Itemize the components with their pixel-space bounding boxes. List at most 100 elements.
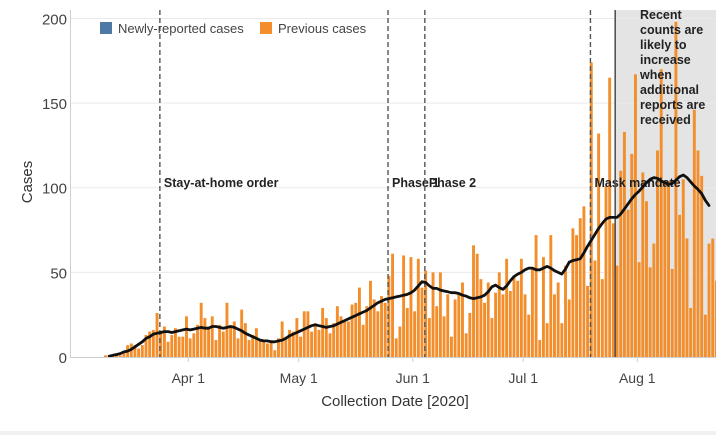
bar-previous-cases [670,268,674,357]
bar-previous-cases [637,262,641,357]
bar-previous-cases [578,218,582,357]
legend-label-new: Newly-reported cases [118,21,244,36]
bottom-strip [0,431,716,435]
bar-previous-cases [339,316,343,357]
bar-previous-cases [335,306,339,357]
bar-previous-cases [556,282,560,357]
phase-label: Phase 2 [429,176,476,190]
bar-previous-cases [553,294,556,357]
bar-previous-cases [140,345,144,357]
bar-previous-cases [310,331,314,357]
bar-previous-cases [589,62,593,357]
bar-previous-cases [685,238,689,357]
bar-previous-cases [438,272,442,357]
bar-previous-cases [346,321,350,357]
bar-previous-cases [232,321,236,357]
bar-previous-cases [711,238,715,357]
bar-previous-cases [394,338,398,357]
y-tick-label: 50 [50,265,67,282]
bar-previous-cases [155,312,159,357]
bar-previous-cases [306,311,310,357]
bar-previous-cases [240,309,244,357]
moving-average-line [107,173,711,358]
y-tick-label: 200 [42,11,67,28]
bar-previous-cases [597,133,601,357]
bar-previous-cases [328,333,332,357]
bar-previous-cases [505,258,509,357]
bar-previous-cases [324,318,328,357]
bar-previous-cases [104,355,107,357]
bar-previous-cases [519,258,523,357]
bar-previous-cases [501,294,505,357]
x-tick-label: May 1 [280,370,318,386]
bar-previous-cases [490,318,494,357]
legend-swatch-previous [260,22,272,34]
bar-previous-cases [692,109,696,358]
bar-previous-cases [365,306,369,357]
bar-previous-cases [214,340,218,357]
bar-previous-cases [332,323,336,357]
bar-previous-cases [464,333,468,357]
bar-previous-cases [361,324,365,357]
bar-previous-cases [225,302,229,357]
bar-previous-cases [527,314,531,357]
bar-previous-cases [221,331,225,357]
bar-previous-cases [600,279,604,357]
legend-label-previous: Previous cases [278,21,367,36]
bar-previous-cases [453,299,457,357]
bar-previous-cases [288,329,291,357]
bar-previous-cases [689,307,693,357]
bar-previous-cases [571,228,575,357]
bar-previous-cases [321,307,325,357]
bar-previous-cases [372,299,376,357]
bar-previous-cases [483,302,487,357]
bar-previous-cases [648,267,652,357]
legend-swatch-new [100,22,112,34]
legend: Newly-reported cases Previous cases [100,21,367,36]
bar-previous-cases [254,328,258,357]
bar-previous-cases [192,333,196,357]
bar-previous-cases [700,175,704,357]
bar-previous-cases [122,351,126,357]
bar-previous-cases [170,334,174,357]
bar-previous-cases [185,316,188,357]
bar-previous-cases [402,255,406,357]
bar-previous-cases [258,340,262,357]
bar-previous-cases [387,275,391,357]
bar-previous-cases [251,334,255,357]
bar-previous-cases [545,323,549,357]
phase-label: Stay-at-home order [164,176,279,190]
bar-previous-cases [523,294,527,357]
bar-previous-cases [630,153,634,357]
bar-previous-cases [479,279,483,357]
bar-previous-cases [196,324,199,357]
bar-previous-cases [203,318,207,357]
annotation-line: additional [640,83,699,97]
bar-previous-cases [416,258,420,357]
bar-previous-cases [420,287,424,357]
bar-previous-cases [457,294,461,357]
bar-previous-cases [549,235,553,357]
bar-previous-cases [295,318,299,357]
bar-previous-cases [512,275,516,357]
bar-previous-cases [383,302,387,357]
bar-previous-cases [641,172,645,357]
bar-previous-cases [181,336,185,357]
bar-previous-cases [615,265,619,357]
bar-previous-cases [534,235,538,357]
bar-previous-cases [560,323,564,357]
bar-previous-cases [431,272,435,357]
x-tick-label: Aug 1 [619,370,656,386]
bar-previous-cases [575,235,579,357]
x-tick-label: Jul 1 [508,370,538,386]
bar-previous-cases [656,150,659,357]
bar-previous-cases [593,260,597,357]
annotation-line: Recent [640,8,683,22]
bar-previous-cases [409,257,413,357]
bar-previous-cases [707,243,711,357]
bar-previous-cases [177,336,181,357]
bar-previous-cases [350,304,354,357]
bar-previous-cases [284,336,288,357]
bar-previous-cases [468,312,472,357]
